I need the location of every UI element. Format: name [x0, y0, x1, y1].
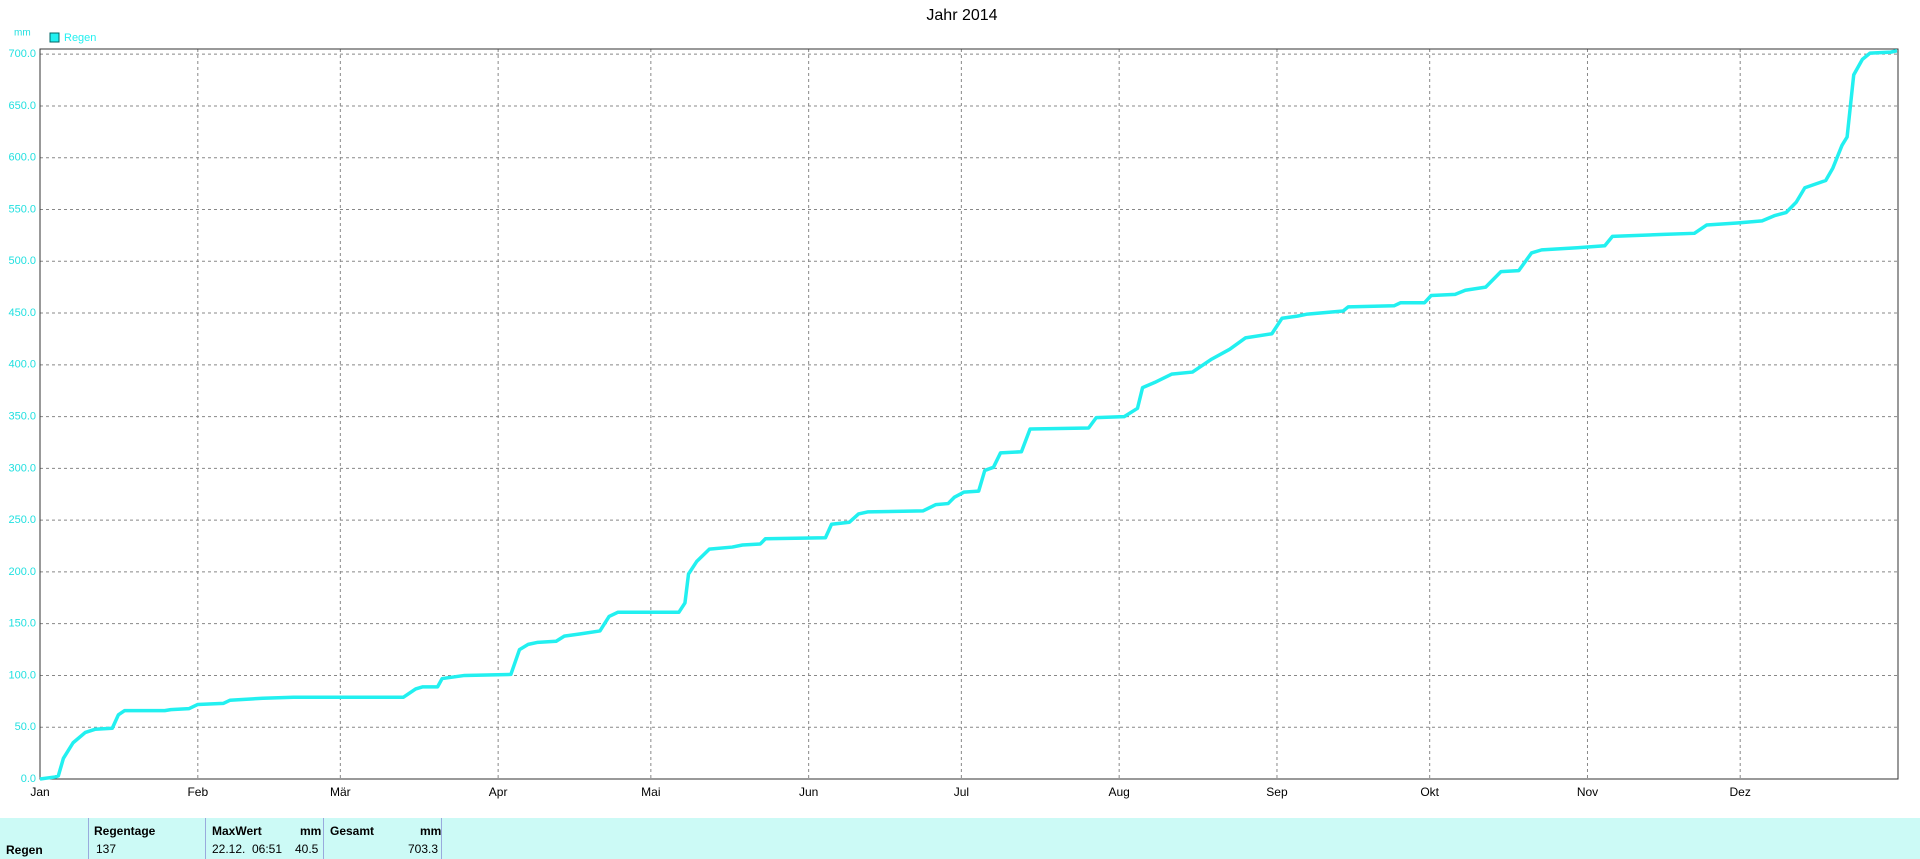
- cell: 703.3: [408, 842, 439, 856]
- x-tick-label: Dez: [1730, 785, 1751, 799]
- y-tick-label: 400.0: [8, 359, 36, 371]
- x-tick-label: Okt: [1420, 785, 1439, 799]
- y-tick-label: 50.0: [15, 721, 36, 733]
- x-tick-label: Sep: [1266, 785, 1288, 799]
- y-tick-label: 150.0: [8, 618, 36, 630]
- separator: [323, 818, 324, 859]
- cell: 22.12.: [212, 842, 246, 856]
- header: MaxWert: [212, 824, 262, 838]
- chart-title: Jahr 2014: [926, 7, 997, 24]
- y-tick-label: 450.0: [8, 307, 36, 319]
- y-tick-label: 200.0: [8, 566, 36, 578]
- separator: [441, 818, 442, 859]
- y-unit: mm: [14, 28, 31, 39]
- y-tick-label: 250.0: [8, 514, 36, 526]
- row-label-text: Regen: [6, 843, 43, 857]
- header: Gesamt: [330, 824, 374, 838]
- x-tick-label: Jun: [799, 785, 818, 799]
- x-tick-label: Jul: [954, 785, 969, 799]
- header: Regentage: [94, 824, 155, 838]
- x-tick-label: Mai: [641, 785, 660, 799]
- row-label: Regen: [6, 843, 43, 857]
- unit-text: mm: [420, 824, 442, 838]
- header-text: Regentage: [94, 824, 156, 838]
- chart: Jahr 2014 mm Regen 0.0 50.0 100.0 150.0 200.0…: [8, 7, 1899, 799]
- cell: 06:51: [252, 842, 283, 856]
- unit: mm: [420, 824, 441, 838]
- separator: [205, 818, 206, 859]
- cell: 137: [96, 842, 117, 856]
- legend-label: Regen: [64, 32, 96, 44]
- cell: 40.5: [295, 842, 319, 856]
- y-tick-label: 700.0: [8, 48, 36, 60]
- y-tick-label: 100.0: [8, 669, 36, 681]
- plot-frame: [39, 48, 1899, 780]
- unit: mm: [300, 824, 321, 838]
- x-tick-label: Mär: [330, 785, 351, 799]
- x-tick-label: Aug: [1108, 785, 1129, 799]
- x-tick-label: Feb: [187, 785, 208, 799]
- y-tick-label: 350.0: [8, 410, 36, 422]
- unit-text: mm: [300, 824, 322, 838]
- header-text: MaxWert: [212, 824, 262, 838]
- y-tick-label: 0.0: [21, 773, 36, 785]
- y-tick-label: 650.0: [8, 100, 36, 112]
- summary-table: Regen Regentage 137 MaxWert mm 22.12. 06…: [0, 818, 1920, 859]
- x-tick-label: Nov: [1577, 785, 1598, 799]
- y-tick-label: 500.0: [8, 255, 36, 267]
- y-tick-label: 600.0: [8, 152, 36, 164]
- header-text: Gesamt: [330, 824, 375, 838]
- x-tick-label: Apr: [489, 785, 508, 799]
- y-tick-label: 550.0: [8, 203, 36, 215]
- y-tick-label: 300.0: [8, 462, 36, 474]
- legend-swatch: [49, 32, 60, 43]
- line: [39, 49, 1898, 781]
- separator: [88, 818, 89, 859]
- x-tick-label: Jan: [30, 785, 49, 799]
